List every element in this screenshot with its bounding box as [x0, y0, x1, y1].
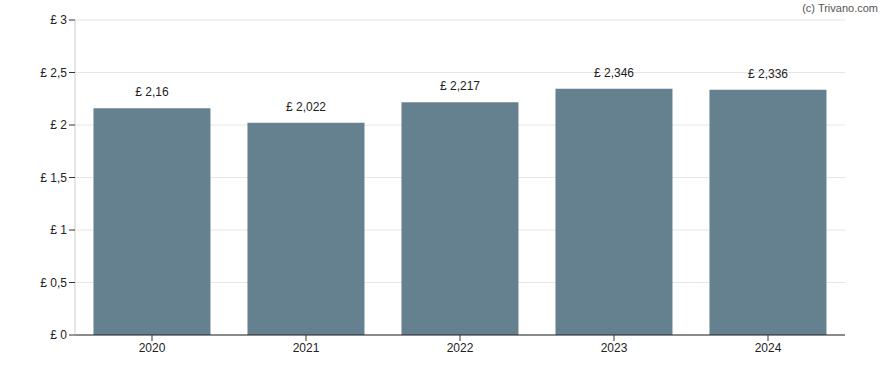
svg-text:2021: 2021: [293, 341, 320, 355]
svg-text:£ 2,5: £ 2,5: [40, 66, 67, 80]
svg-text:2024: 2024: [755, 341, 782, 355]
svg-text:£ 0,5: £ 0,5: [40, 276, 67, 290]
svg-text:£ 2: £ 2: [50, 118, 67, 132]
svg-text:2022: 2022: [447, 341, 474, 355]
svg-text:£ 2,022: £ 2,022: [286, 100, 326, 114]
svg-text:£ 2,346: £ 2,346: [594, 66, 634, 80]
svg-text:£ 3: £ 3: [50, 13, 67, 27]
svg-text:£ 1,5: £ 1,5: [40, 171, 67, 185]
svg-text:£ 0: £ 0: [50, 328, 67, 342]
svg-text:2020: 2020: [139, 341, 166, 355]
svg-text:£ 2,16: £ 2,16: [135, 85, 169, 99]
html-text:(c) Trivano.com: (c) Trivano.com: [802, 2, 878, 14]
svg-text:£ 1: £ 1: [50, 223, 67, 237]
svg-text:2023: 2023: [601, 341, 628, 355]
svg-text:£ 2,336: £ 2,336: [748, 67, 788, 81]
svg-text:£ 2,217: £ 2,217: [440, 79, 480, 93]
